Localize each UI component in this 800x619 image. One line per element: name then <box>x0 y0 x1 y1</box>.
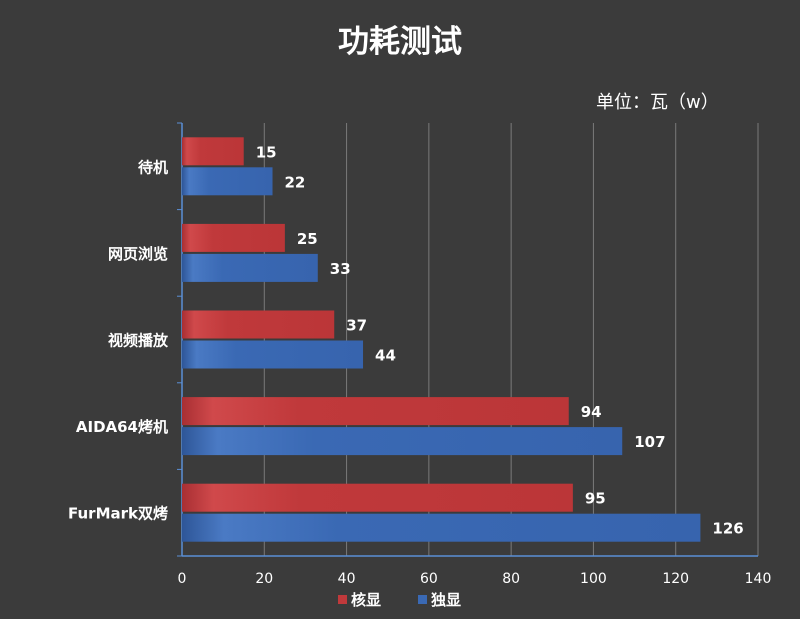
category-label: 待机 <box>138 158 168 176</box>
legend-label: 独显 <box>431 591 461 609</box>
bar <box>182 340 364 369</box>
data-label: 126 <box>712 520 743 538</box>
bars <box>182 137 701 542</box>
data-label: 44 <box>375 347 396 365</box>
category-label: 网页浏览 <box>108 245 168 263</box>
unit-label: 单位：瓦（w） <box>596 92 719 113</box>
category-label: AIDA64烤机 <box>76 418 168 436</box>
data-label: 107 <box>634 433 665 451</box>
data-label: 95 <box>585 490 606 508</box>
legend-label: 核显 <box>351 591 381 609</box>
x-tick-label: 60 <box>420 571 438 587</box>
bar <box>182 167 273 196</box>
bar <box>182 223 285 252</box>
x-tick-label: 140 <box>745 571 772 587</box>
x-tick-label: 80 <box>502 571 520 587</box>
data-label: 33 <box>330 260 351 278</box>
data-label: 22 <box>285 173 306 191</box>
x-tick-label: 0 <box>178 571 187 587</box>
legend-swatch <box>418 595 427 604</box>
x-tick-label: 120 <box>662 571 689 587</box>
legend: 核显 独显 <box>338 591 461 609</box>
bar <box>182 253 318 282</box>
legend-swatch <box>338 595 347 604</box>
data-label: 94 <box>581 403 602 421</box>
bar <box>182 427 623 456</box>
data-label: 25 <box>297 230 318 248</box>
x-tick-label: 20 <box>255 571 273 587</box>
chart-title: 功耗测试 <box>338 24 462 60</box>
x-tick-label: 100 <box>580 571 607 587</box>
bar <box>182 310 335 339</box>
labels: 0 20 40 60 80 100 120 140 15 22 待机 25 33 网页浏览 37 44 视频播放… <box>68 143 771 587</box>
bar <box>182 513 701 542</box>
data-label: 15 <box>256 143 277 161</box>
bar <box>182 397 569 426</box>
bar <box>182 483 573 512</box>
category-label: 视频播放 <box>108 332 169 350</box>
bar <box>182 137 244 166</box>
category-label: FurMark双烤 <box>68 505 168 523</box>
x-tick-label: 40 <box>338 571 356 587</box>
data-label: 37 <box>346 317 367 335</box>
